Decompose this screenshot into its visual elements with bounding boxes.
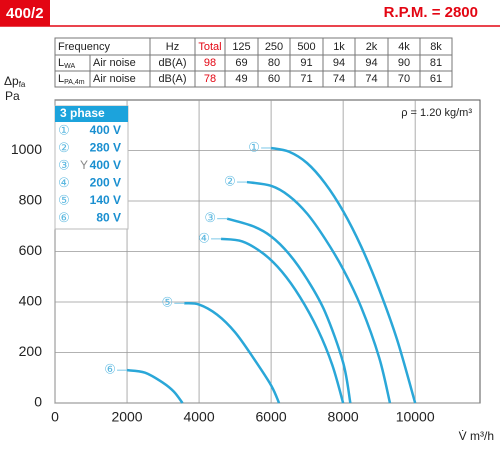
fan-curve <box>220 237 345 404</box>
x-tick-label: 2000 <box>111 409 142 425</box>
y-tick-label: 600 <box>19 242 43 258</box>
column-header: Frequency <box>58 41 110 53</box>
cell-value: 74 <box>333 73 345 85</box>
legend-marker: ⑤ <box>58 192 70 207</box>
legend-name: 140 V <box>90 193 121 207</box>
row-unit: dB(A) <box>158 57 186 69</box>
row-label-main: L <box>58 57 64 69</box>
legend-marker: ① <box>58 122 70 137</box>
legend-connection: Y <box>80 158 88 172</box>
y-tick-label: 0 <box>34 394 42 410</box>
x-label: V̇ m³/h <box>459 429 494 443</box>
column-header: 2k <box>366 41 378 53</box>
y-tick-label: 800 <box>19 192 43 208</box>
curve-label: ② <box>224 174 236 189</box>
y-tick-label: 200 <box>19 343 43 359</box>
y-unit: Pa <box>5 89 20 103</box>
cell-value: 90 <box>398 57 410 69</box>
cell-value: 94 <box>333 57 345 69</box>
legend-name: 400 V <box>90 158 121 172</box>
cell-value: 91 <box>300 57 312 69</box>
column-header: 4k <box>398 41 410 53</box>
row-kind: Air noise <box>93 57 136 69</box>
x-tick-label: 6000 <box>256 409 287 425</box>
curve-label: ④ <box>198 230 210 245</box>
fan-curve <box>246 180 392 404</box>
rpm: R.P.M. = 2800 <box>384 4 478 21</box>
fan-curve <box>226 217 352 404</box>
curve-label: ① <box>248 139 260 154</box>
cell-value: 61 <box>430 73 442 85</box>
column-header: 500 <box>297 41 315 53</box>
model-badge <box>0 0 50 26</box>
y-tick-label: 400 <box>19 293 43 309</box>
cell-value: 70 <box>398 73 410 85</box>
x-tick-label: 4000 <box>183 409 214 425</box>
cell-value: 74 <box>365 73 377 85</box>
legend-marker: ③ <box>58 157 70 172</box>
curve-label: ⑤ <box>161 295 173 310</box>
row-label-sub: WA <box>64 63 75 70</box>
legend-box <box>54 105 129 230</box>
y-tick-label: 1000 <box>11 141 42 157</box>
cell-value: 69 <box>235 57 247 69</box>
row-label-sub: PA,4m <box>64 79 85 86</box>
column-header: 125 <box>232 41 250 53</box>
column-header: 8k <box>430 41 442 53</box>
legend-marker: ④ <box>58 175 70 190</box>
legend-title-bar <box>55 106 128 122</box>
row-label: LPA,4m <box>58 73 85 86</box>
cell-value: 60 <box>268 73 280 85</box>
column-header: Hz <box>166 41 179 53</box>
cell-value: 81 <box>430 57 442 69</box>
row-kind: Air noise <box>93 73 136 85</box>
cell-value: 80 <box>268 57 280 69</box>
cell-value: 98 <box>204 57 216 69</box>
x-tick-label: 8000 <box>328 409 359 425</box>
annotation: ρ = 1.20 kg/m³ <box>401 107 472 119</box>
fan-curve <box>184 302 281 404</box>
cell-value: 49 <box>235 73 247 85</box>
cell-value: 71 <box>300 73 312 85</box>
x-tick-label: 10000 <box>396 409 435 425</box>
model: 400/2 <box>6 5 44 22</box>
cell-value: 94 <box>365 57 377 69</box>
legend-name: 280 V <box>90 141 121 155</box>
table-frame <box>54 37 453 88</box>
legend-name: 80 V <box>96 211 121 225</box>
curve-label: ⑥ <box>104 362 116 377</box>
fan-curve <box>270 146 417 404</box>
cell-value: 78 <box>204 73 216 85</box>
legend-name: 400 V <box>90 123 121 137</box>
y-label: Δpfa <box>4 74 26 89</box>
x-tick-label: 0 <box>51 409 59 425</box>
legend-title: 3 phase <box>60 106 105 120</box>
column-header: 1k <box>333 41 345 53</box>
row-unit: dB(A) <box>158 73 186 85</box>
row-label: LWA <box>58 57 75 70</box>
row-label-main: L <box>58 73 64 85</box>
column-header: Total <box>198 41 221 53</box>
legend-name: 200 V <box>90 176 121 190</box>
legend-marker: ⑥ <box>58 210 70 225</box>
legend-marker: ② <box>58 140 70 155</box>
column-header: 250 <box>265 41 283 53</box>
fan-curve <box>126 368 184 404</box>
curve-label: ③ <box>204 210 216 225</box>
